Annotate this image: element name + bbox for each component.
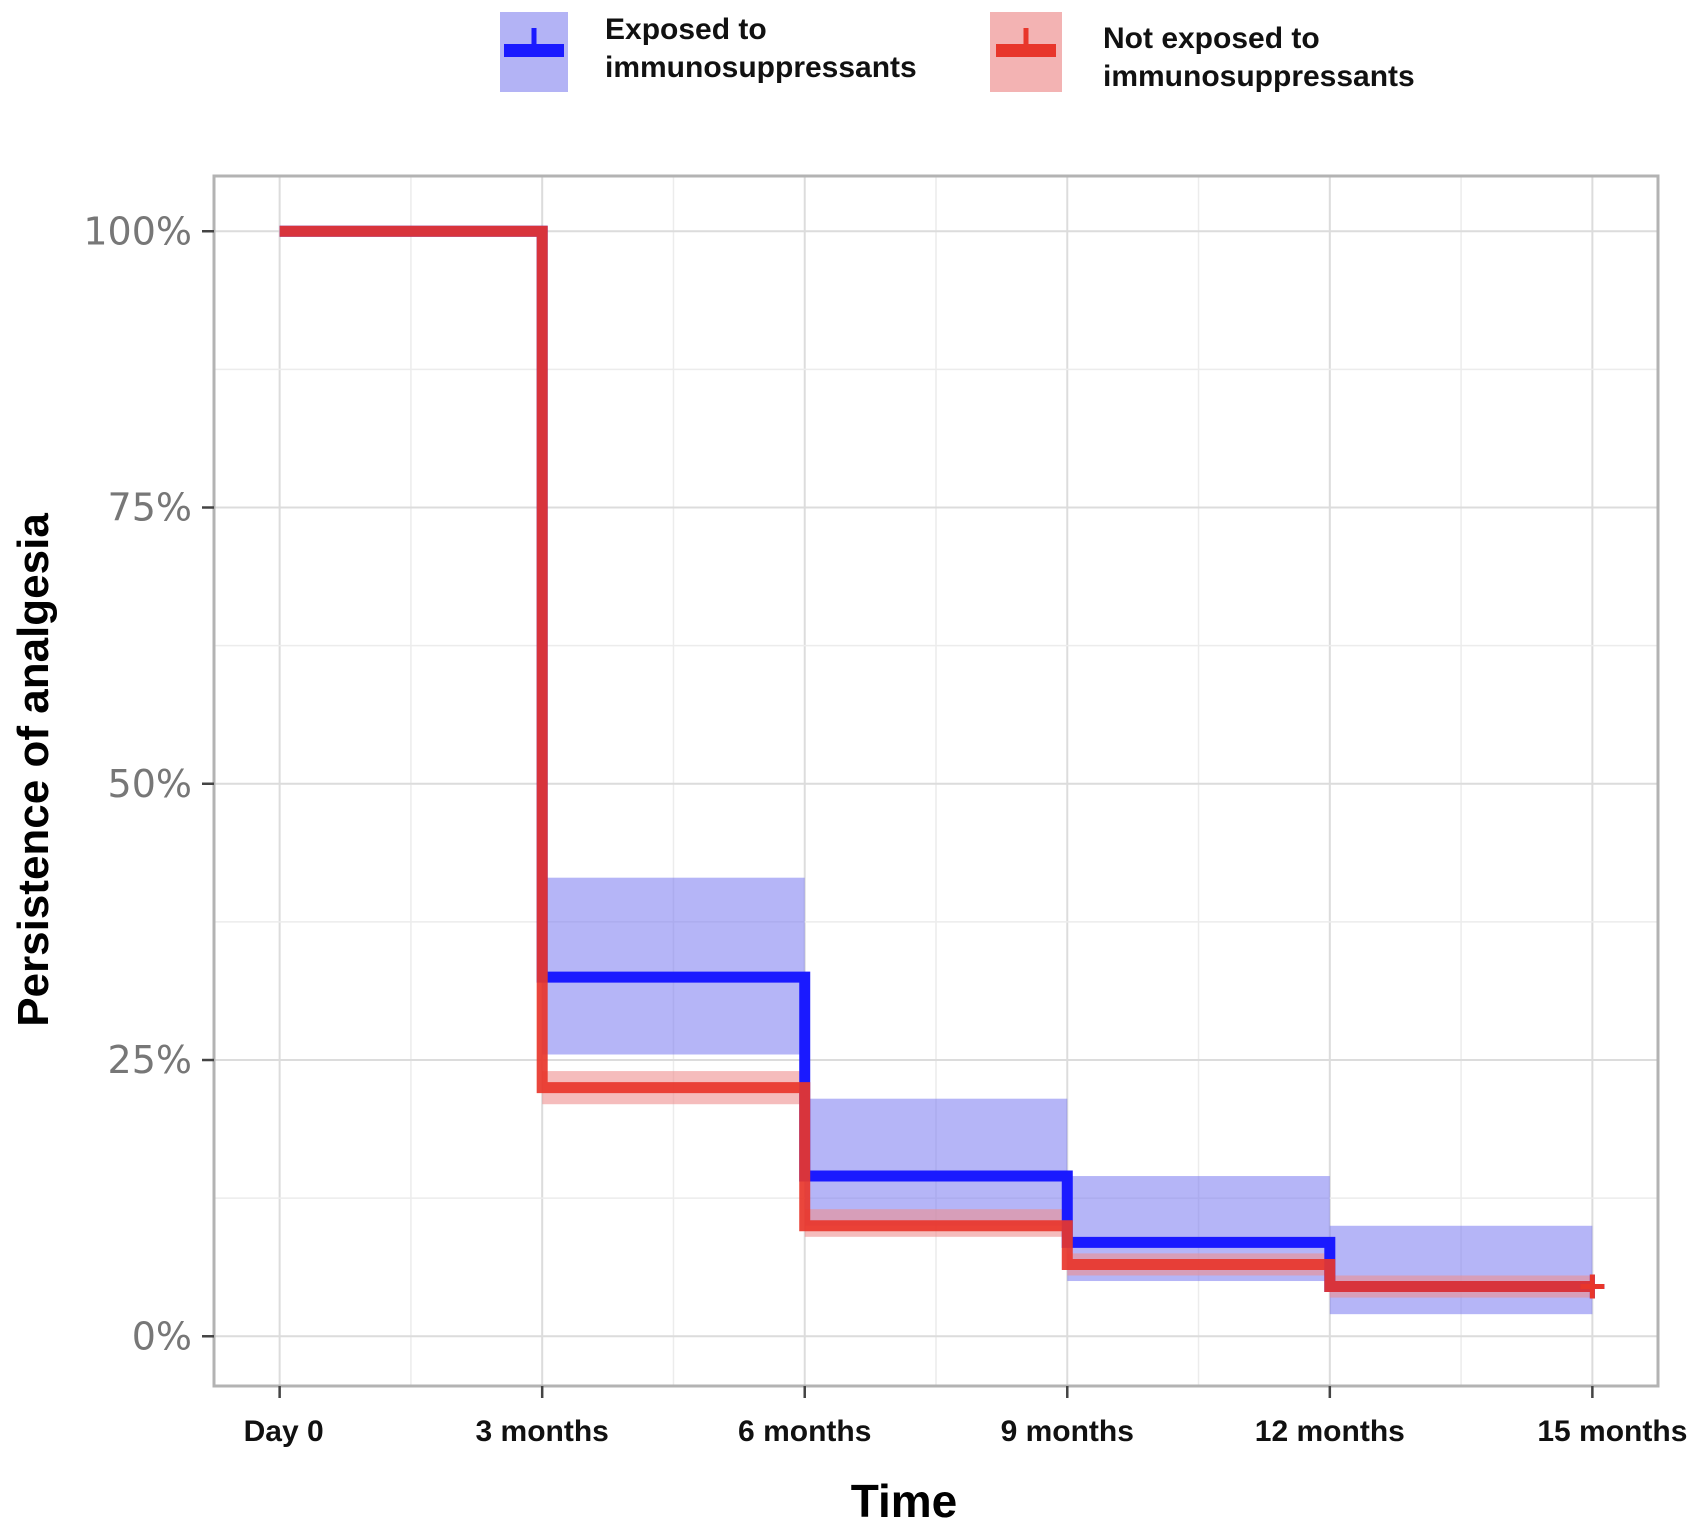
legend-label-not-exposed-line2: immunosuppressants	[1103, 60, 1415, 93]
y-tick-label-0: 0%	[132, 1314, 192, 1358]
legend: Exposed to immunosuppressants Not expose…	[500, 12, 1415, 93]
x-tick-label-0: Day 0	[244, 1415, 324, 1448]
plot-border	[212, 174, 1660, 1388]
grid-lines	[214, 176, 1658, 1386]
y-tick-label-1: 25%	[108, 1038, 192, 1082]
x-tick-label-1: 3 months	[476, 1415, 609, 1448]
ci-band-series0-interval1	[542, 877, 805, 1055]
x-axis: Day 0 3 months 6 months 9 months 12 months 15…	[244, 1386, 1687, 1448]
x-tick-label-5: 15 months	[1537, 1415, 1687, 1448]
legend-item-not-exposed: Not exposed to immunosuppressants	[990, 12, 1415, 93]
survival-curve-series1	[279, 225, 1593, 1293]
legend-line-not-exposed	[996, 44, 1056, 57]
legend-tick-not-exposed	[1023, 28, 1029, 46]
x-tick-label-2: 6 months	[738, 1415, 871, 1448]
ci-band-series0-interval4	[1329, 1225, 1593, 1315]
x-tick-label-3: 9 months	[1001, 1415, 1134, 1448]
plot-frame	[212, 174, 1660, 1388]
legend-tick-exposed	[531, 28, 537, 46]
legend-line-exposed	[504, 44, 564, 57]
y-tick-label-3: 75%	[108, 486, 192, 530]
y-tick-label-4: 100%	[83, 209, 192, 253]
censor-mark-series1	[1580, 1274, 1605, 1299]
y-tick-label-2: 50%	[108, 762, 192, 806]
x-axis-title: Time	[851, 1475, 958, 1524]
y-axis-title: Persistence of analgesia	[9, 513, 58, 1027]
legend-item-exposed: Exposed to immunosuppressants	[500, 12, 917, 92]
legend-label-exposed-line2: immunosuppressants	[605, 51, 917, 84]
legend-label-not-exposed-line1: Not exposed to	[1103, 22, 1320, 55]
x-tick-label-4: 12 months	[1255, 1415, 1405, 1448]
legend-label-exposed-line1: Exposed to	[605, 13, 767, 46]
ci-band-series0-interval2	[804, 1098, 1068, 1226]
y-axis: 0% 25% 50% 75% 100%	[83, 209, 214, 1358]
survival-curves	[279, 225, 1605, 1299]
